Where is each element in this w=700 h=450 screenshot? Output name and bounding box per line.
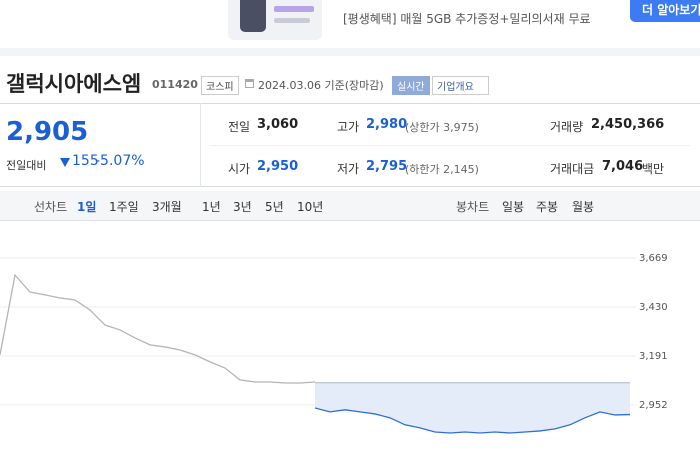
stat-value: 2,795: [366, 159, 408, 174]
stat-label: 거래대금: [550, 162, 595, 176]
stat-label: 시가: [228, 162, 251, 176]
tab-group-label: 봉차트: [456, 200, 490, 214]
period-tab[interactable]: 1일: [77, 200, 97, 214]
stat-value: 7,046: [602, 159, 644, 174]
line-series: [0, 273, 316, 384]
stat-label: 저가: [337, 162, 360, 176]
y-tick-label: 3,430: [639, 302, 668, 313]
tab-bar: [0, 191, 700, 221]
change: 155: [72, 153, 99, 169]
stat-note: (하한가 2,145): [405, 163, 479, 176]
period-tab[interactable]: 1년: [202, 200, 221, 214]
stock-code: 011420: [152, 78, 198, 91]
stat-value: 2,950: [257, 159, 299, 174]
period-tab[interactable]: 일봉: [502, 200, 525, 214]
period-tab[interactable]: 5년: [265, 200, 284, 214]
stat-value: 2,980: [366, 117, 408, 132]
ad-button[interactable]: 더 알아보기: [630, 0, 700, 22]
line-series: [314, 407, 631, 434]
y-tick-label: 3,669: [639, 253, 668, 264]
down-arrow: [60, 158, 70, 167]
market-badge: 코스피: [201, 76, 239, 95]
price: 2,905: [6, 117, 89, 147]
ad-text: [평생혜택] 매월 5GB 추가증정+밀리의서재 무료: [343, 12, 591, 26]
quote-box: [0, 103, 700, 187]
stat-unit: 백만: [642, 162, 665, 176]
change-pct: -5.07%: [95, 153, 145, 169]
period-tab[interactable]: 월봉: [572, 200, 595, 214]
chart: 2,952 3,191 3,430 3,669: [0, 253, 668, 434]
y-tick-label: 2,952: [639, 400, 668, 411]
company-dropdown[interactable]: 기업개요: [432, 76, 489, 95]
realtime-button[interactable]: 실시간: [392, 76, 430, 95]
period-tab[interactable]: 3년: [233, 200, 252, 214]
stat-value: 2,450,366: [591, 117, 665, 132]
period-tab[interactable]: 3개월: [152, 200, 182, 214]
period-tab[interactable]: 1주일: [109, 200, 139, 214]
date: 2024.03.06 기준(장마감): [258, 79, 384, 92]
divider: [200, 103, 201, 187]
stat-label: 전일: [228, 120, 251, 134]
stat-note: (상한가 3,975): [405, 121, 479, 134]
ad-image: [228, 0, 322, 40]
y-tick-label: 3,191: [639, 351, 668, 362]
stat-label: 거래량: [550, 120, 584, 134]
banner: [0, 0, 700, 48]
tab-group-label: 선차트: [34, 200, 68, 214]
stat-value: 3,060: [257, 117, 299, 132]
stat-label: 고가: [337, 120, 360, 134]
period-tab[interactable]: 10년: [297, 200, 324, 214]
area: [315, 382, 630, 433]
separator: [0, 48, 700, 56]
change-label: 전일대비: [6, 159, 47, 172]
calendar-icon: [245, 79, 254, 88]
period-tab[interactable]: 주봉: [536, 200, 559, 214]
stock-name: 갤럭시아에스엠: [6, 72, 142, 96]
divider: [210, 145, 690, 146]
